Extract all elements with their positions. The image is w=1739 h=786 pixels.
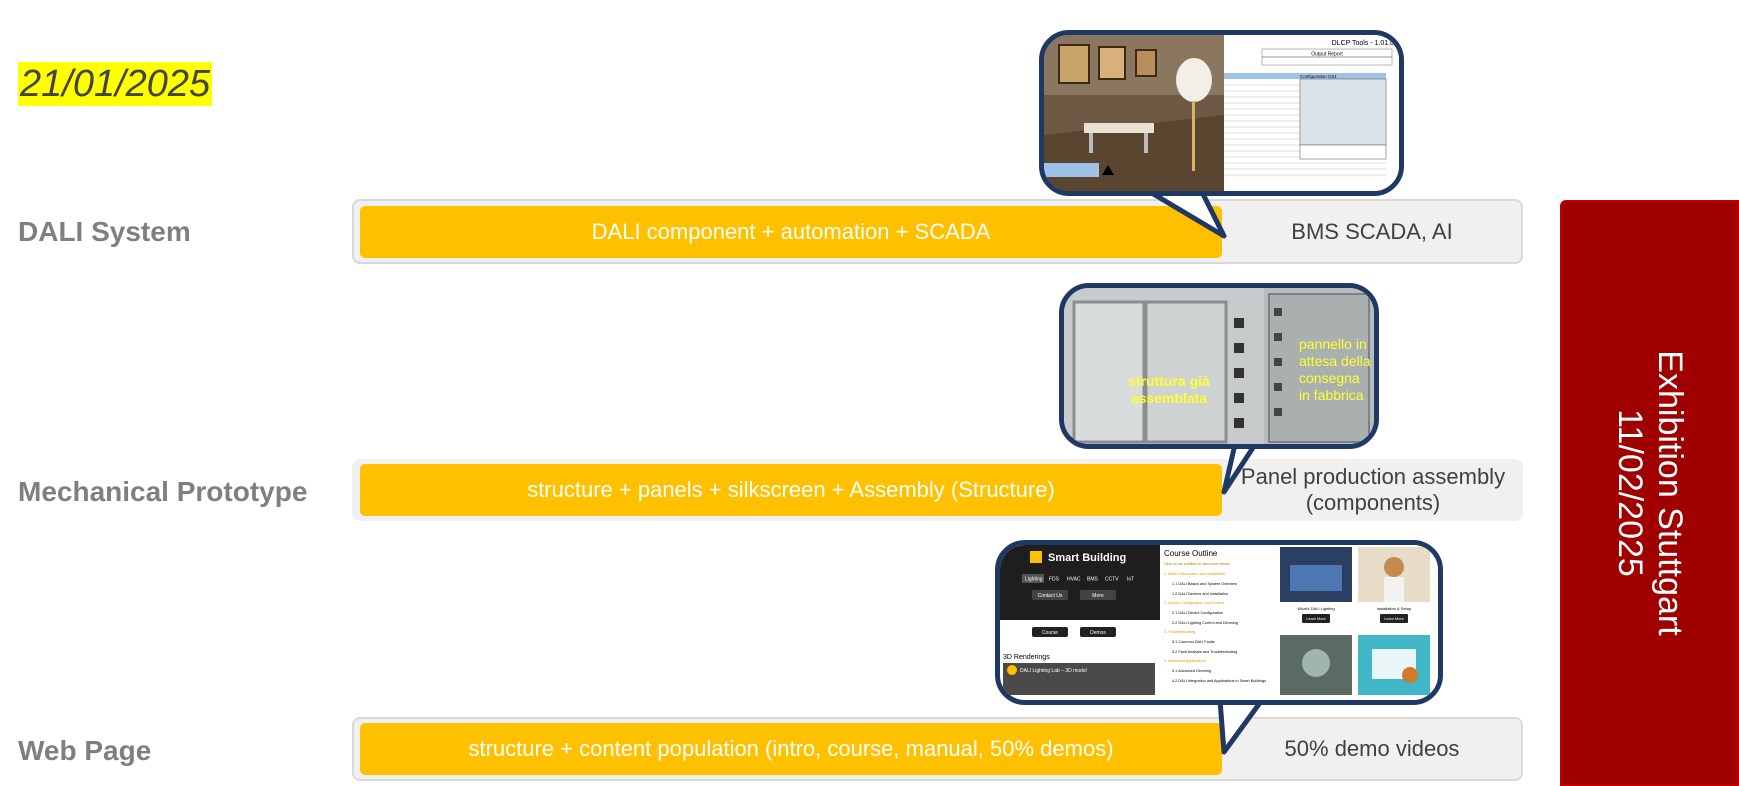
- bar-mechanical: structure + panels + silkscreen + Assemb…: [360, 464, 1222, 516]
- webpage-outline-hint: Click on the subtitles to view more deta…: [1164, 562, 1230, 566]
- webpage-video-title: DALI Lighting Lab – 3D model: [1020, 668, 1087, 674]
- mechanical-photo: struttura già assemblata pannello in att…: [1064, 288, 1374, 444]
- date-label: 21/01/2025: [18, 62, 213, 106]
- webpage-nav-2: HVAC: [1067, 577, 1081, 583]
- webpage-nav-5: IoT: [1127, 577, 1134, 583]
- row-label-web: Web Page: [18, 735, 152, 766]
- webpage-image: Smart Building Lighting FDS HVAC BMS CCT…: [1000, 545, 1438, 700]
- tail-web: 50% demo videos: [1284, 736, 1460, 761]
- tail-mechanical: Panel production assembly (components): [1240, 464, 1506, 515]
- webpage-renderings-title: 3D Renderings: [1003, 654, 1050, 661]
- bar-web: structure + content population (intro, c…: [360, 723, 1222, 775]
- webpage-outline-6: 3. Troubleshooting: [1164, 630, 1195, 634]
- exhibition-block: Exhibition Stuttgart 11/02/2025: [1560, 200, 1739, 786]
- webpage-outline-9: 4. Advanced Applications: [1164, 659, 1206, 663]
- dali-software-panel-title: Output Report: [1311, 52, 1343, 58]
- dali-software-config-title: Configuration CS1: [1300, 74, 1337, 79]
- webpage-card1-button: Learn More: [1306, 617, 1325, 621]
- row-label-mechanical: Mechanical Prototype: [18, 476, 308, 507]
- callout-mechanical-photos: struttura già assemblata pannello in att…: [1059, 283, 1379, 449]
- mechanical-left-caption: struttura già assemblata: [1128, 373, 1210, 406]
- row-label-dali: DALI System: [18, 216, 191, 247]
- dali-software-image: DLCP Tools - 1.01.0 Output Report Config…: [1044, 35, 1399, 191]
- webpage-brand: Smart Building: [1048, 552, 1126, 564]
- bar-dali: DALI component + automation + SCADA: [360, 206, 1222, 258]
- dali-software-header: DLCP Tools - 1.01.0: [1332, 40, 1394, 47]
- webpage-button-demos: Demos: [1090, 630, 1106, 636]
- webpage-button-contact: Contact Us: [1038, 593, 1063, 599]
- tail-dali: BMS SCADA, AI: [1291, 219, 1453, 244]
- webpage-button-more: More: [1092, 593, 1104, 599]
- webpage-outline-0: 1. Basic Introduction and Installation: [1164, 572, 1225, 576]
- webpage-outline-5: 2.2 DALI Lighting Control and Dimming: [1172, 621, 1238, 625]
- callout-webpage-screenshot: Smart Building Lighting FDS HVAC BMS CCT…: [995, 540, 1443, 705]
- webpage-nav-3: BMS: [1087, 577, 1099, 583]
- webpage-outline-11: 4.2 DALI Integration and Applications in…: [1172, 679, 1266, 683]
- webpage-outline-4: 2.1 DALI Device Configuration: [1172, 611, 1223, 615]
- callout-dali-screenshot: DLCP Tools - 1.01.0 Output Report Config…: [1039, 30, 1404, 196]
- mechanical-right-caption: pannello in attesa della consegna in fab…: [1299, 336, 1371, 403]
- webpage-outline-8: 3.2 Fault Analysis and Troubleshooting: [1172, 650, 1237, 654]
- webpage-outline-title: Course Outline: [1164, 549, 1218, 558]
- webpage-card2-button: Learn More: [1384, 617, 1403, 621]
- webpage-outline-1: 1.1 DALI Basics and System Overview: [1172, 582, 1237, 586]
- webpage-card2-label: Installation & Setup: [1377, 606, 1412, 611]
- webpage-outline-7: 3.1 Common DALI Faults: [1172, 640, 1215, 644]
- callout-tail-web: [1217, 697, 1265, 755]
- webpage-nav-4: CCTV: [1105, 577, 1119, 583]
- webpage-card1-label: What's DALI Lighting: [1297, 606, 1334, 611]
- webpage-outline-2: 1.2 DALI Devices and Installation: [1172, 592, 1228, 596]
- webpage-nav-1: FDS: [1049, 577, 1060, 583]
- webpage-outline-10: 4.1 Advanced Dimming: [1172, 669, 1211, 673]
- webpage-outline-3: 2. Device Configuration and Control: [1164, 601, 1224, 605]
- webpage-nav-0: Lighting: [1025, 577, 1043, 583]
- webpage-button-course: Course: [1042, 630, 1058, 636]
